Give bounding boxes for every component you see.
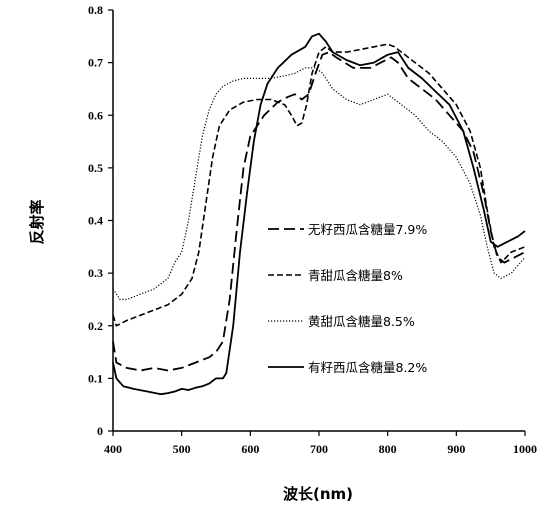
series-line-2	[112, 43, 526, 327]
y-axis-title: 反射率	[28, 199, 46, 244]
y-tick-label: 0.1	[88, 371, 103, 385]
legend-label-1: 无籽西瓜含糖量7.9%	[308, 222, 427, 237]
legend: 无籽西瓜含糖量7.9% 青甜瓜含糖量8% 黄甜瓜含糖量8.5% 有籽西瓜含糖量8.2%	[268, 222, 427, 375]
y-tick-label: 0.7	[88, 56, 103, 70]
series-group	[112, 32, 526, 396]
y-tick-label: 0	[97, 424, 103, 438]
x-tick-label: 400	[104, 442, 122, 456]
x-tick-label: 600	[241, 442, 259, 456]
y-tick-label: 0.5	[88, 161, 103, 175]
series-line-3	[112, 67, 526, 300]
x-axis-title: 波长(nm)	[283, 485, 353, 503]
y-tick-label: 0.4	[88, 214, 103, 228]
series-line-4	[112, 32, 526, 396]
legend-label-4: 有籽西瓜含糖量8.2%	[308, 360, 427, 375]
x-tick-label: 700	[310, 442, 328, 456]
x-tick-label: 500	[173, 442, 191, 456]
x-tick-label: 1000	[513, 442, 537, 456]
y-tick-label: 0.8	[88, 3, 103, 17]
series-line-1	[112, 51, 526, 372]
legend-label-3: 黄甜瓜含糖量8.5%	[308, 314, 415, 329]
y-tick-label: 0.6	[88, 108, 103, 122]
x-tick-label: 800	[379, 442, 397, 456]
legend-label-2: 青甜瓜含糖量8%	[308, 268, 403, 283]
x-tick-label: 900	[447, 442, 465, 456]
x-ticks: 400 500 600 700 800 900 1000	[104, 431, 537, 456]
y-tick-label: 0.2	[88, 319, 103, 333]
y-ticks: 0 0.1 0.2 0.3 0.4 0.5 0.6 0.7 0.8	[88, 3, 113, 438]
y-tick-label: 0.3	[88, 266, 103, 280]
